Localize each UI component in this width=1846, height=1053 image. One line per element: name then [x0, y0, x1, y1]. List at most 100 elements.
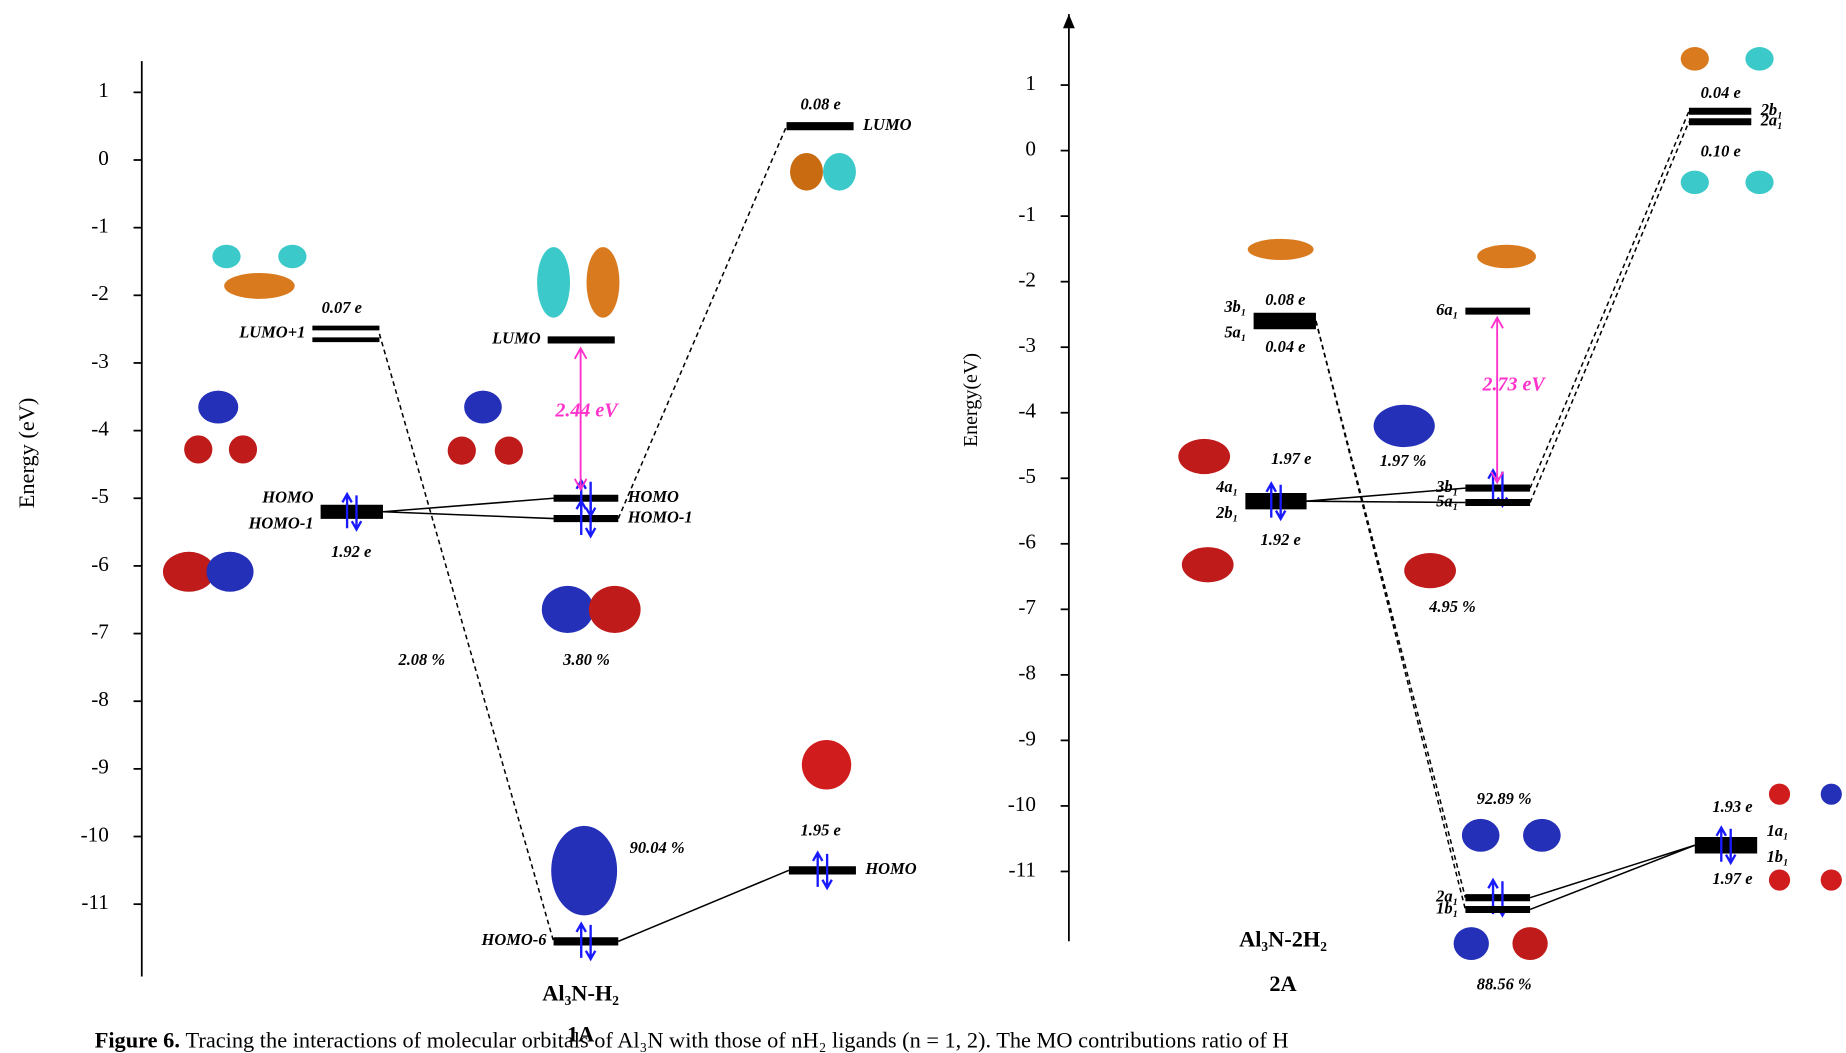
y-tick-label: -5 — [1018, 464, 1036, 488]
panel-title: Al₃N-2H₂ — [1239, 926, 1327, 951]
orbital-lobe — [1477, 245, 1536, 269]
orbital-lobe — [1374, 405, 1435, 447]
y-tick-label: -8 — [91, 687, 109, 711]
annotation: 0.08 e — [1265, 290, 1305, 309]
body: Energy (eV) Energy(eV) Al₃N-H₂ 1A Al₃N-2… — [0, 0, 1846, 1053]
orbital-lobe — [1681, 47, 1709, 71]
level-label: 2b₁ — [1215, 503, 1238, 522]
level-label: LUMO+1 — [238, 323, 305, 342]
orbital-lobe — [1745, 171, 1773, 195]
connector — [618, 870, 789, 941]
annotation: 4.95 % — [1428, 597, 1476, 616]
y-tick-label: -10 — [1008, 792, 1036, 816]
figure: Energy (eV) Energy(eV) Al₃N-H₂ 1A Al₃N-2… — [0, 0, 1846, 1053]
level-label: 6a₁ — [1436, 300, 1458, 319]
connector — [383, 512, 554, 519]
orbital-lobe — [551, 826, 617, 915]
level-label: 2a₁ — [1760, 111, 1783, 130]
orbital-lobe — [1454, 927, 1489, 960]
caption: Figure 6. Tracing the interactions of mo… — [95, 1028, 1289, 1053]
orbital-lobe — [1769, 784, 1790, 805]
orbital-lobe — [1821, 869, 1842, 890]
y-tick-label: -6 — [1018, 530, 1036, 554]
orbital-lobe — [802, 740, 851, 789]
orbital-lobe — [1248, 239, 1314, 260]
annotation: 1.93 e — [1712, 797, 1752, 816]
orbital-lobe — [537, 247, 570, 318]
annotation: 1.97 e — [1712, 869, 1752, 888]
orbital-lobe — [184, 435, 212, 463]
connector — [1530, 845, 1695, 897]
level-label: 4a₁ — [1215, 477, 1238, 496]
connector — [383, 498, 554, 512]
connector — [1530, 845, 1695, 909]
orbital-lobe — [1821, 784, 1842, 805]
annotation: 2.08 % — [397, 650, 445, 669]
orbital-images — [163, 47, 1842, 960]
y-tick-label: -2 — [91, 281, 109, 305]
level-label: 1b₁ — [1767, 847, 1789, 866]
annotation: 3.80 % — [562, 650, 610, 669]
orbital-lobe — [1404, 553, 1456, 588]
level-label: 1a₁ — [1767, 821, 1789, 840]
orbital-lobe — [464, 391, 502, 424]
orbital-lobe — [212, 245, 240, 269]
orbital-lobe — [1178, 439, 1230, 474]
panel-subtitle: 2A — [1269, 971, 1296, 996]
y-tick-label: 1 — [1025, 71, 1036, 95]
level-label: HOMO-1 — [248, 514, 314, 533]
orbital-lobe — [1462, 819, 1500, 852]
orbital-lobe — [198, 391, 238, 424]
panel-title: Al₃N-H₂ — [542, 980, 619, 1005]
y-tick-label: -7 — [91, 619, 109, 643]
y-tick-label: -3 — [1018, 333, 1036, 357]
orbital-lobe — [206, 552, 253, 592]
orbital-lobe — [1681, 171, 1709, 195]
level-label: 1b₁ — [1436, 898, 1458, 917]
level-label: LUMO — [491, 329, 541, 348]
annotation: 1.92 e — [1261, 530, 1301, 549]
level-label: HOMO — [627, 487, 679, 506]
caption-text: Tracing the interactions of molecular or… — [186, 1028, 1289, 1053]
y-tick-label: -4 — [1018, 399, 1036, 423]
y-axis-label: Energy (eV) — [14, 398, 39, 509]
y-tick-label: -1 — [91, 214, 109, 238]
y-tick-label: -6 — [91, 552, 109, 576]
y-tick-label: -1 — [1018, 202, 1036, 226]
orbital-lobe — [790, 153, 823, 191]
axis-arrow — [1063, 14, 1075, 28]
level-label: LUMO — [862, 115, 912, 134]
y-tick-label: 1 — [98, 78, 109, 102]
annotation: 1.97 % — [1380, 451, 1427, 470]
annotation: 92.89 % — [1477, 789, 1532, 808]
y-tick-label: -10 — [81, 822, 109, 846]
orbital-lobe — [278, 245, 306, 269]
orbital-lobe — [1745, 47, 1773, 71]
level-label: HOMO-6 — [481, 930, 548, 949]
annotation: 0.10 e — [1701, 142, 1741, 161]
dashed-connector — [1530, 111, 1689, 488]
y-tick-label: -9 — [1018, 726, 1036, 750]
annotation: 2.44 eV — [554, 399, 619, 421]
y-tick-label: -9 — [91, 755, 109, 779]
y-tick-label: -7 — [1018, 595, 1036, 619]
level-label: 5a₁ — [1436, 491, 1458, 510]
dashed-connector — [379, 334, 553, 942]
y-tick-label: 0 — [1025, 136, 1036, 160]
orbital-lobe — [224, 273, 295, 299]
dashed-connector — [1530, 122, 1689, 503]
orbital-lobe — [542, 586, 594, 633]
level-label: HOMO — [261, 488, 313, 507]
level-label: HOMO — [864, 859, 916, 878]
orbital-lobe — [589, 586, 641, 633]
annotation: 0.08 e — [801, 95, 841, 114]
y-tick-label: -8 — [1018, 661, 1036, 685]
y-tick-label: -3 — [91, 349, 109, 373]
orbital-lobe — [823, 153, 856, 191]
level-label: 5a₁ — [1224, 323, 1246, 342]
orbital-lobe — [587, 247, 620, 318]
annotation: 88.56 % — [1477, 975, 1532, 994]
orbital-lobe — [1523, 819, 1561, 852]
level-label: HOMO-1 — [627, 507, 693, 526]
annotation: 1.92 e — [331, 542, 371, 561]
